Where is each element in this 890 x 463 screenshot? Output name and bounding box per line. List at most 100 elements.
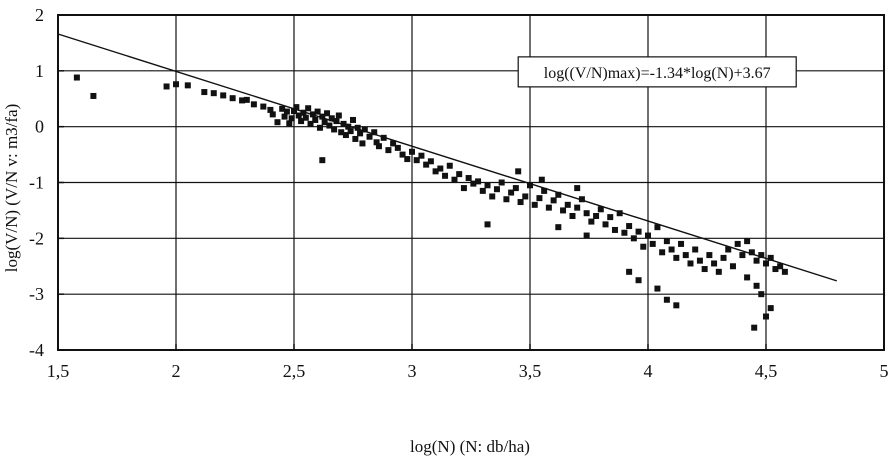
data-point [682,252,689,259]
data-point [715,268,722,275]
data-point [725,246,732,253]
data-point [569,213,576,219]
y-tick-label: 1 [35,61,44,81]
data-point [484,221,491,228]
data-point [517,199,524,206]
data-point [673,254,680,261]
data-point [274,119,281,126]
y-tick-label: -2 [29,228,44,248]
data-point [555,224,562,231]
data-point [359,140,366,147]
data-point [456,171,463,178]
data-point [538,176,545,183]
data-point [239,97,246,104]
data-point [295,112,302,119]
data-point [371,129,378,136]
data-point [602,221,609,228]
y-tick-label: -1 [29,173,44,193]
data-point [298,118,305,125]
data-point [678,240,685,247]
data-point [302,114,309,121]
data-point [692,246,699,253]
data-point [260,103,267,110]
data-point [626,223,633,230]
data-point [734,240,741,247]
data-point [380,134,387,141]
data-point [319,113,326,120]
annotation-box [517,56,797,88]
data-point [541,187,548,194]
data-point [432,168,439,175]
data-point [564,201,571,208]
data-point [663,296,670,303]
data-point [442,172,449,179]
data-point [326,122,333,129]
data-point [536,195,543,202]
data-point [399,151,406,158]
data-point [423,161,430,168]
data-point [654,224,661,231]
data-point [706,252,713,259]
data-point [753,257,760,264]
data-point [250,101,257,108]
data-point [607,214,614,221]
data-point [508,189,515,196]
data-point [763,313,769,320]
data-point [777,263,784,270]
data-point [751,324,758,331]
data-point [574,185,581,192]
data-point [418,152,425,159]
data-point [583,232,590,239]
data-point [630,235,637,242]
data-point [366,133,373,140]
data-point [748,249,755,256]
data-point [758,291,765,298]
data-point [286,120,293,127]
data-point [73,74,80,81]
data-point [531,201,538,208]
data-point [593,213,600,219]
data-point [319,157,326,164]
data-point [574,204,581,211]
data-point [404,156,411,163]
data-point [527,182,533,189]
data-point [515,168,522,175]
data-point [635,228,642,235]
data-point [279,105,286,112]
y-tick-label: -3 [29,284,44,304]
data-point [324,110,331,117]
data-point [489,193,496,200]
data-point [291,108,297,115]
data-point [470,180,477,187]
x-tick-label: 4 [644,361,653,381]
data-point [611,226,618,233]
data-point [578,196,585,203]
data-point [361,126,368,133]
data-point [328,115,335,122]
data-point [460,185,467,192]
data-point [220,92,227,99]
data-point [475,178,482,185]
data-point [588,218,595,225]
data-point [390,140,397,147]
data-point [484,182,491,189]
data-point [309,111,316,118]
data-point [354,124,361,131]
data-point [696,257,703,264]
data-point [340,120,347,127]
data-point [385,147,392,154]
y-tick-label: 2 [35,5,44,25]
tick-labels: 1,5 2 2,5 3 3,5 4 4,5 5 -4 -3 -2 -1 0 1 2 [29,5,889,381]
data-point [243,96,250,103]
data-point [744,238,751,245]
data-point [201,89,208,96]
data-point [711,260,718,267]
data-point [316,124,323,131]
data-point [427,158,434,165]
data-point [163,83,170,90]
data-point [493,186,500,193]
data-point [701,266,708,273]
fit-line-group [57,33,838,282]
data-point [649,240,656,247]
